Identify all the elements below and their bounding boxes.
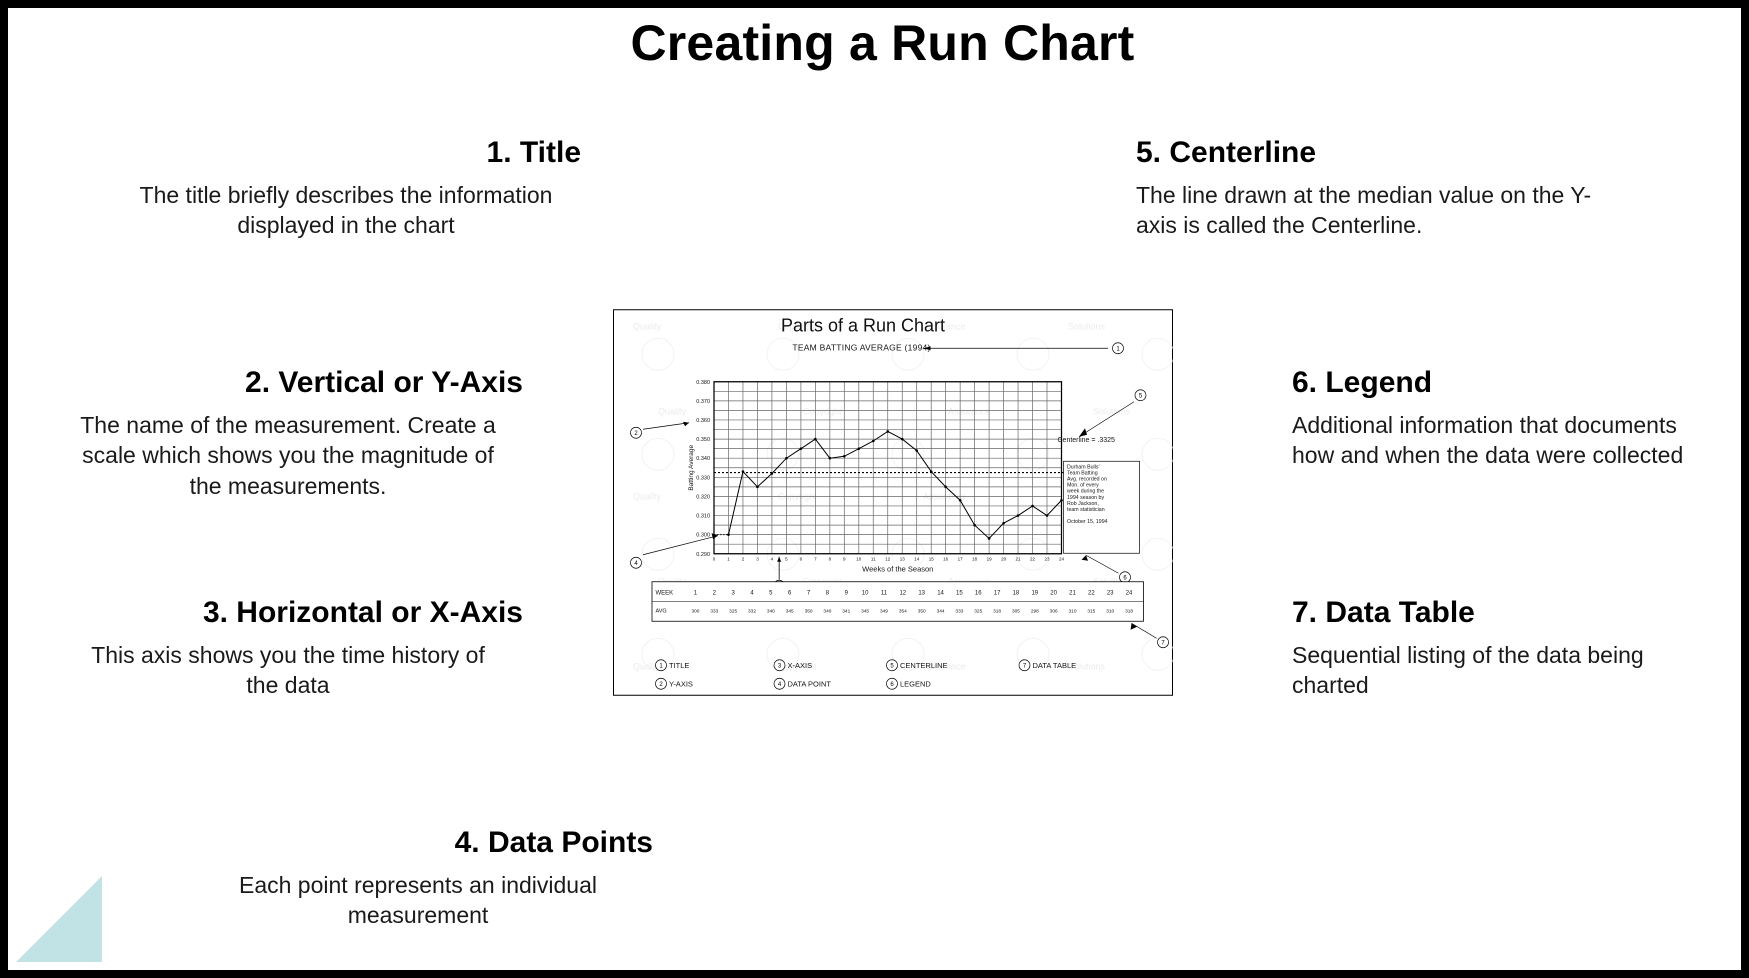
svg-text:Avg. recorded on: Avg. recorded on — [1067, 476, 1107, 482]
svg-text:315: 315 — [1087, 608, 1095, 614]
svg-text:Team Batting: Team Batting — [1067, 470, 1098, 476]
svg-text:DATA TABLE: DATA TABLE — [1033, 661, 1077, 670]
svg-text:Durham Bulls’: Durham Bulls’ — [1067, 464, 1100, 470]
svg-text:October 15, 1994: October 15, 1994 — [1067, 519, 1108, 525]
svg-text:LEGEND: LEGEND — [900, 679, 931, 688]
svg-text:0.380: 0.380 — [696, 380, 710, 386]
svg-text:333: 333 — [710, 608, 718, 614]
svg-text:340: 340 — [823, 608, 831, 614]
svg-text:16: 16 — [943, 556, 949, 561]
svg-text:AVG: AVG — [656, 608, 667, 614]
svg-text:Batting Average: Batting Average — [688, 444, 695, 490]
svg-text:Y-AXIS: Y-AXIS — [669, 679, 693, 688]
svg-text:X-AXIS: X-AXIS — [788, 661, 813, 670]
svg-text:298: 298 — [1031, 608, 1039, 614]
svg-text:Rob Jackson,: Rob Jackson, — [1067, 501, 1099, 507]
svg-text:332: 332 — [748, 608, 756, 614]
svg-text:21: 21 — [1016, 556, 1022, 561]
svg-text:20: 20 — [1050, 590, 1057, 596]
svg-text:310: 310 — [1069, 608, 1077, 614]
svg-text:24: 24 — [1126, 590, 1133, 596]
svg-text:13: 13 — [900, 556, 906, 561]
svg-text:325: 325 — [729, 608, 737, 614]
svg-text:17: 17 — [994, 590, 1001, 596]
svg-text:0.330: 0.330 — [696, 475, 710, 481]
svg-text:350: 350 — [918, 608, 926, 614]
svg-text:325: 325 — [974, 608, 982, 614]
svg-text:333: 333 — [955, 608, 963, 614]
svg-text:Solutions: Solutions — [1068, 321, 1106, 331]
svg-text:11: 11 — [881, 590, 888, 596]
svg-text:0.360: 0.360 — [696, 418, 710, 424]
svg-text:CENTERLINE: CENTERLINE — [900, 661, 948, 670]
svg-text:15: 15 — [956, 590, 963, 596]
svg-text:Centerline = .3325: Centerline = .3325 — [1058, 437, 1116, 444]
svg-text:350: 350 — [805, 608, 813, 614]
svg-text:1994 season by: 1994 season by — [1067, 495, 1104, 501]
svg-text:0.340: 0.340 — [696, 456, 710, 462]
svg-text:WEEK: WEEK — [656, 590, 674, 596]
svg-text:Quality: Quality — [658, 406, 687, 416]
svg-text:14: 14 — [914, 556, 920, 561]
svg-text:20: 20 — [1001, 556, 1007, 561]
svg-text:0.310: 0.310 — [696, 514, 710, 520]
svg-text:349: 349 — [880, 608, 888, 614]
svg-text:week during the: week during the — [1067, 489, 1104, 495]
svg-text:Copyright: Copyright — [803, 406, 842, 416]
svg-text:15: 15 — [929, 556, 935, 561]
svg-text:16: 16 — [975, 590, 982, 596]
svg-text:19: 19 — [1031, 590, 1038, 596]
svg-text:0.370: 0.370 — [696, 399, 710, 405]
svg-text:18: 18 — [972, 556, 978, 561]
svg-text:354: 354 — [899, 608, 907, 614]
svg-text:0.320: 0.320 — [696, 494, 710, 500]
svg-text:Assurance: Assurance — [948, 406, 991, 416]
svg-text:0.350: 0.350 — [696, 437, 710, 443]
svg-text:11: 11 — [871, 556, 876, 561]
svg-text:318: 318 — [1125, 608, 1133, 614]
svg-text:341: 341 — [842, 608, 850, 614]
svg-text:305: 305 — [1012, 608, 1020, 614]
svg-text:310: 310 — [1106, 608, 1114, 614]
svg-text:18: 18 — [1013, 590, 1020, 596]
svg-text:12: 12 — [885, 556, 891, 561]
svg-text:Parts of a Run Chart: Parts of a Run Chart — [781, 315, 945, 335]
svg-text:10: 10 — [856, 556, 862, 561]
svg-text:19: 19 — [987, 556, 993, 561]
svg-text:14: 14 — [937, 590, 944, 596]
svg-text:Quality: Quality — [633, 321, 662, 331]
svg-text:345: 345 — [861, 608, 869, 614]
svg-text:340: 340 — [767, 608, 775, 614]
svg-text:TEAM BATTING AVERAGE (1994): TEAM BATTING AVERAGE (1994) — [792, 342, 930, 352]
svg-text:23: 23 — [1044, 556, 1050, 561]
svg-text:12: 12 — [899, 590, 906, 596]
svg-text:DATA POINT: DATA POINT — [788, 679, 832, 688]
svg-text:0.300: 0.300 — [696, 533, 710, 539]
svg-text:17: 17 — [958, 556, 964, 561]
svg-text:23: 23 — [1107, 590, 1114, 596]
svg-text:Quality: Quality — [633, 491, 662, 501]
svg-text:Mon. of every: Mon. of every — [1067, 483, 1099, 489]
svg-text:306: 306 — [1050, 608, 1058, 614]
svg-text:24: 24 — [1059, 556, 1065, 561]
svg-text:22: 22 — [1030, 556, 1036, 561]
svg-text:21: 21 — [1069, 590, 1076, 596]
svg-text:345: 345 — [786, 608, 794, 614]
svg-text:0.290: 0.290 — [696, 552, 710, 558]
svg-text:344: 344 — [937, 608, 945, 614]
svg-text:TITLE: TITLE — [669, 661, 689, 670]
svg-text:10: 10 — [862, 590, 869, 596]
svg-text:22: 22 — [1088, 590, 1095, 596]
svg-text:318: 318 — [993, 608, 1001, 614]
svg-text:13: 13 — [918, 590, 925, 596]
svg-text:Weeks of the Season: Weeks of the Season — [862, 564, 933, 573]
svg-text:team statistician: team statistician — [1067, 507, 1105, 513]
svg-text:300: 300 — [691, 608, 699, 614]
